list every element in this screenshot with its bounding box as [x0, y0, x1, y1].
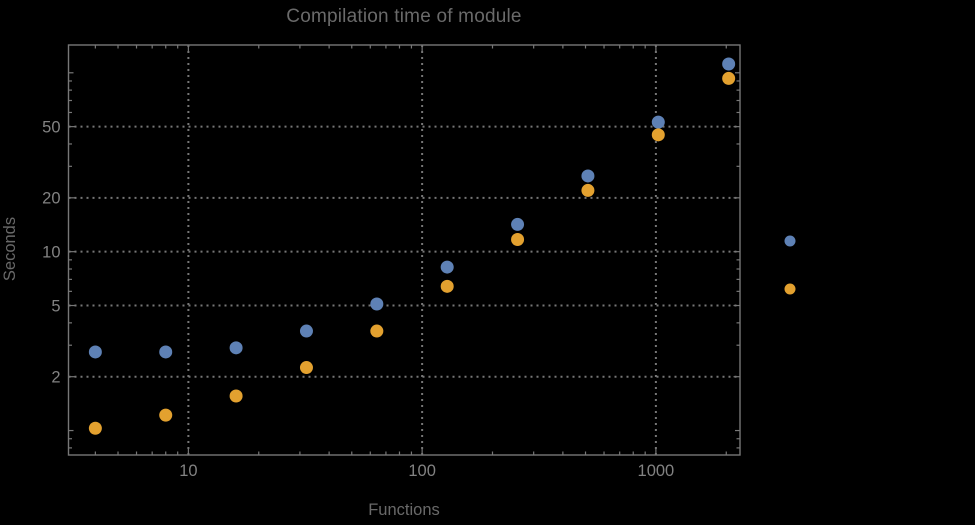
- chart-title: Compilation time of module: [286, 6, 522, 27]
- y-tick-label: 10: [42, 243, 60, 261]
- data-point-series-2: [581, 183, 595, 197]
- x-tick-label: 100: [408, 462, 436, 480]
- data-point-series-2: [651, 128, 665, 142]
- data-point-series-2: [88, 421, 102, 435]
- x-tick-label: 1000: [638, 462, 675, 480]
- data-point-series-2: [370, 324, 384, 338]
- data-point-series-1: [440, 260, 454, 274]
- data-point-series-2: [511, 232, 525, 246]
- data-point-series-1: [229, 341, 243, 355]
- data-point-series-1: [722, 57, 736, 71]
- x-tick-label: 10: [179, 462, 197, 480]
- data-point-series-1: [299, 324, 313, 338]
- data-point-series-1: [651, 115, 665, 129]
- data-point-series-2: [159, 408, 173, 422]
- y-tick-label: 50: [42, 118, 60, 136]
- legend-marker-series-2: [784, 283, 796, 295]
- data-point-series-1: [581, 169, 595, 183]
- plot-frame: [67, 44, 741, 456]
- data-point-series-1: [159, 345, 173, 359]
- data-point-series-1: [88, 345, 102, 359]
- x-axis-label: Functions: [368, 501, 440, 519]
- y-tick-label: 2: [51, 368, 60, 386]
- legend-marker-series-1: [784, 235, 796, 247]
- data-point-series-2: [299, 361, 313, 375]
- data-point-series-1: [370, 297, 384, 311]
- y-tick-label: 5: [51, 297, 60, 315]
- data-point-series-2: [722, 71, 736, 85]
- data-point-series-2: [229, 389, 243, 403]
- data-point-series-2: [440, 279, 454, 293]
- y-axis-label: Seconds: [1, 216, 19, 282]
- data-point-series-1: [511, 217, 525, 231]
- y-tick-label: 20: [42, 190, 60, 208]
